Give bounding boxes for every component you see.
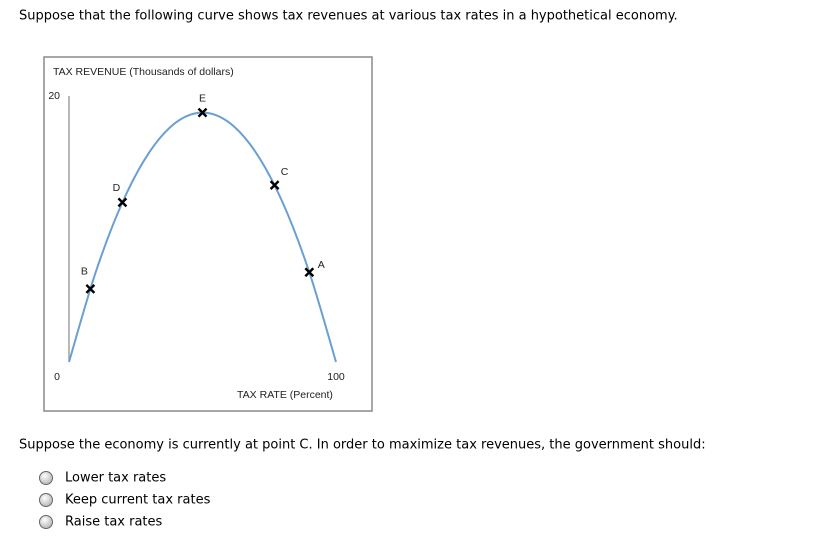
- point-marker: [197, 107, 208, 118]
- question: Suppose that the following curve shows t…: [19, 9, 678, 24]
- point-label: B: [81, 266, 88, 278]
- chart-frame: [43, 56, 373, 412]
- y-tick-label: 0: [54, 371, 60, 383]
- option-label[interactable]: Raise tax rates: [65, 515, 163, 530]
- point-label: C: [281, 166, 289, 178]
- y-axis-label: TAX REVENUE (Thousands of dollars): [53, 66, 234, 78]
- x-tick-label: 100: [327, 371, 345, 383]
- point-label: D: [113, 182, 121, 194]
- radio-button[interactable]: [39, 493, 53, 507]
- point-label: E: [199, 92, 206, 104]
- point-marker: [304, 267, 315, 278]
- point-marker: [269, 180, 280, 190]
- radio-button[interactable]: [39, 471, 53, 485]
- radio-button[interactable]: [39, 515, 53, 529]
- point-marker: [85, 284, 96, 294]
- prompt: Suppose the economy is currently at poin…: [19, 438, 706, 453]
- option-label[interactable]: Lower tax rates: [65, 471, 166, 486]
- option-label[interactable]: Keep current tax rates: [65, 493, 211, 508]
- point-marker: [117, 197, 128, 208]
- x-axis-label: TAX RATE (Percent): [237, 389, 333, 401]
- y-tick-label: 20: [48, 90, 60, 102]
- point-label: A: [318, 259, 325, 271]
